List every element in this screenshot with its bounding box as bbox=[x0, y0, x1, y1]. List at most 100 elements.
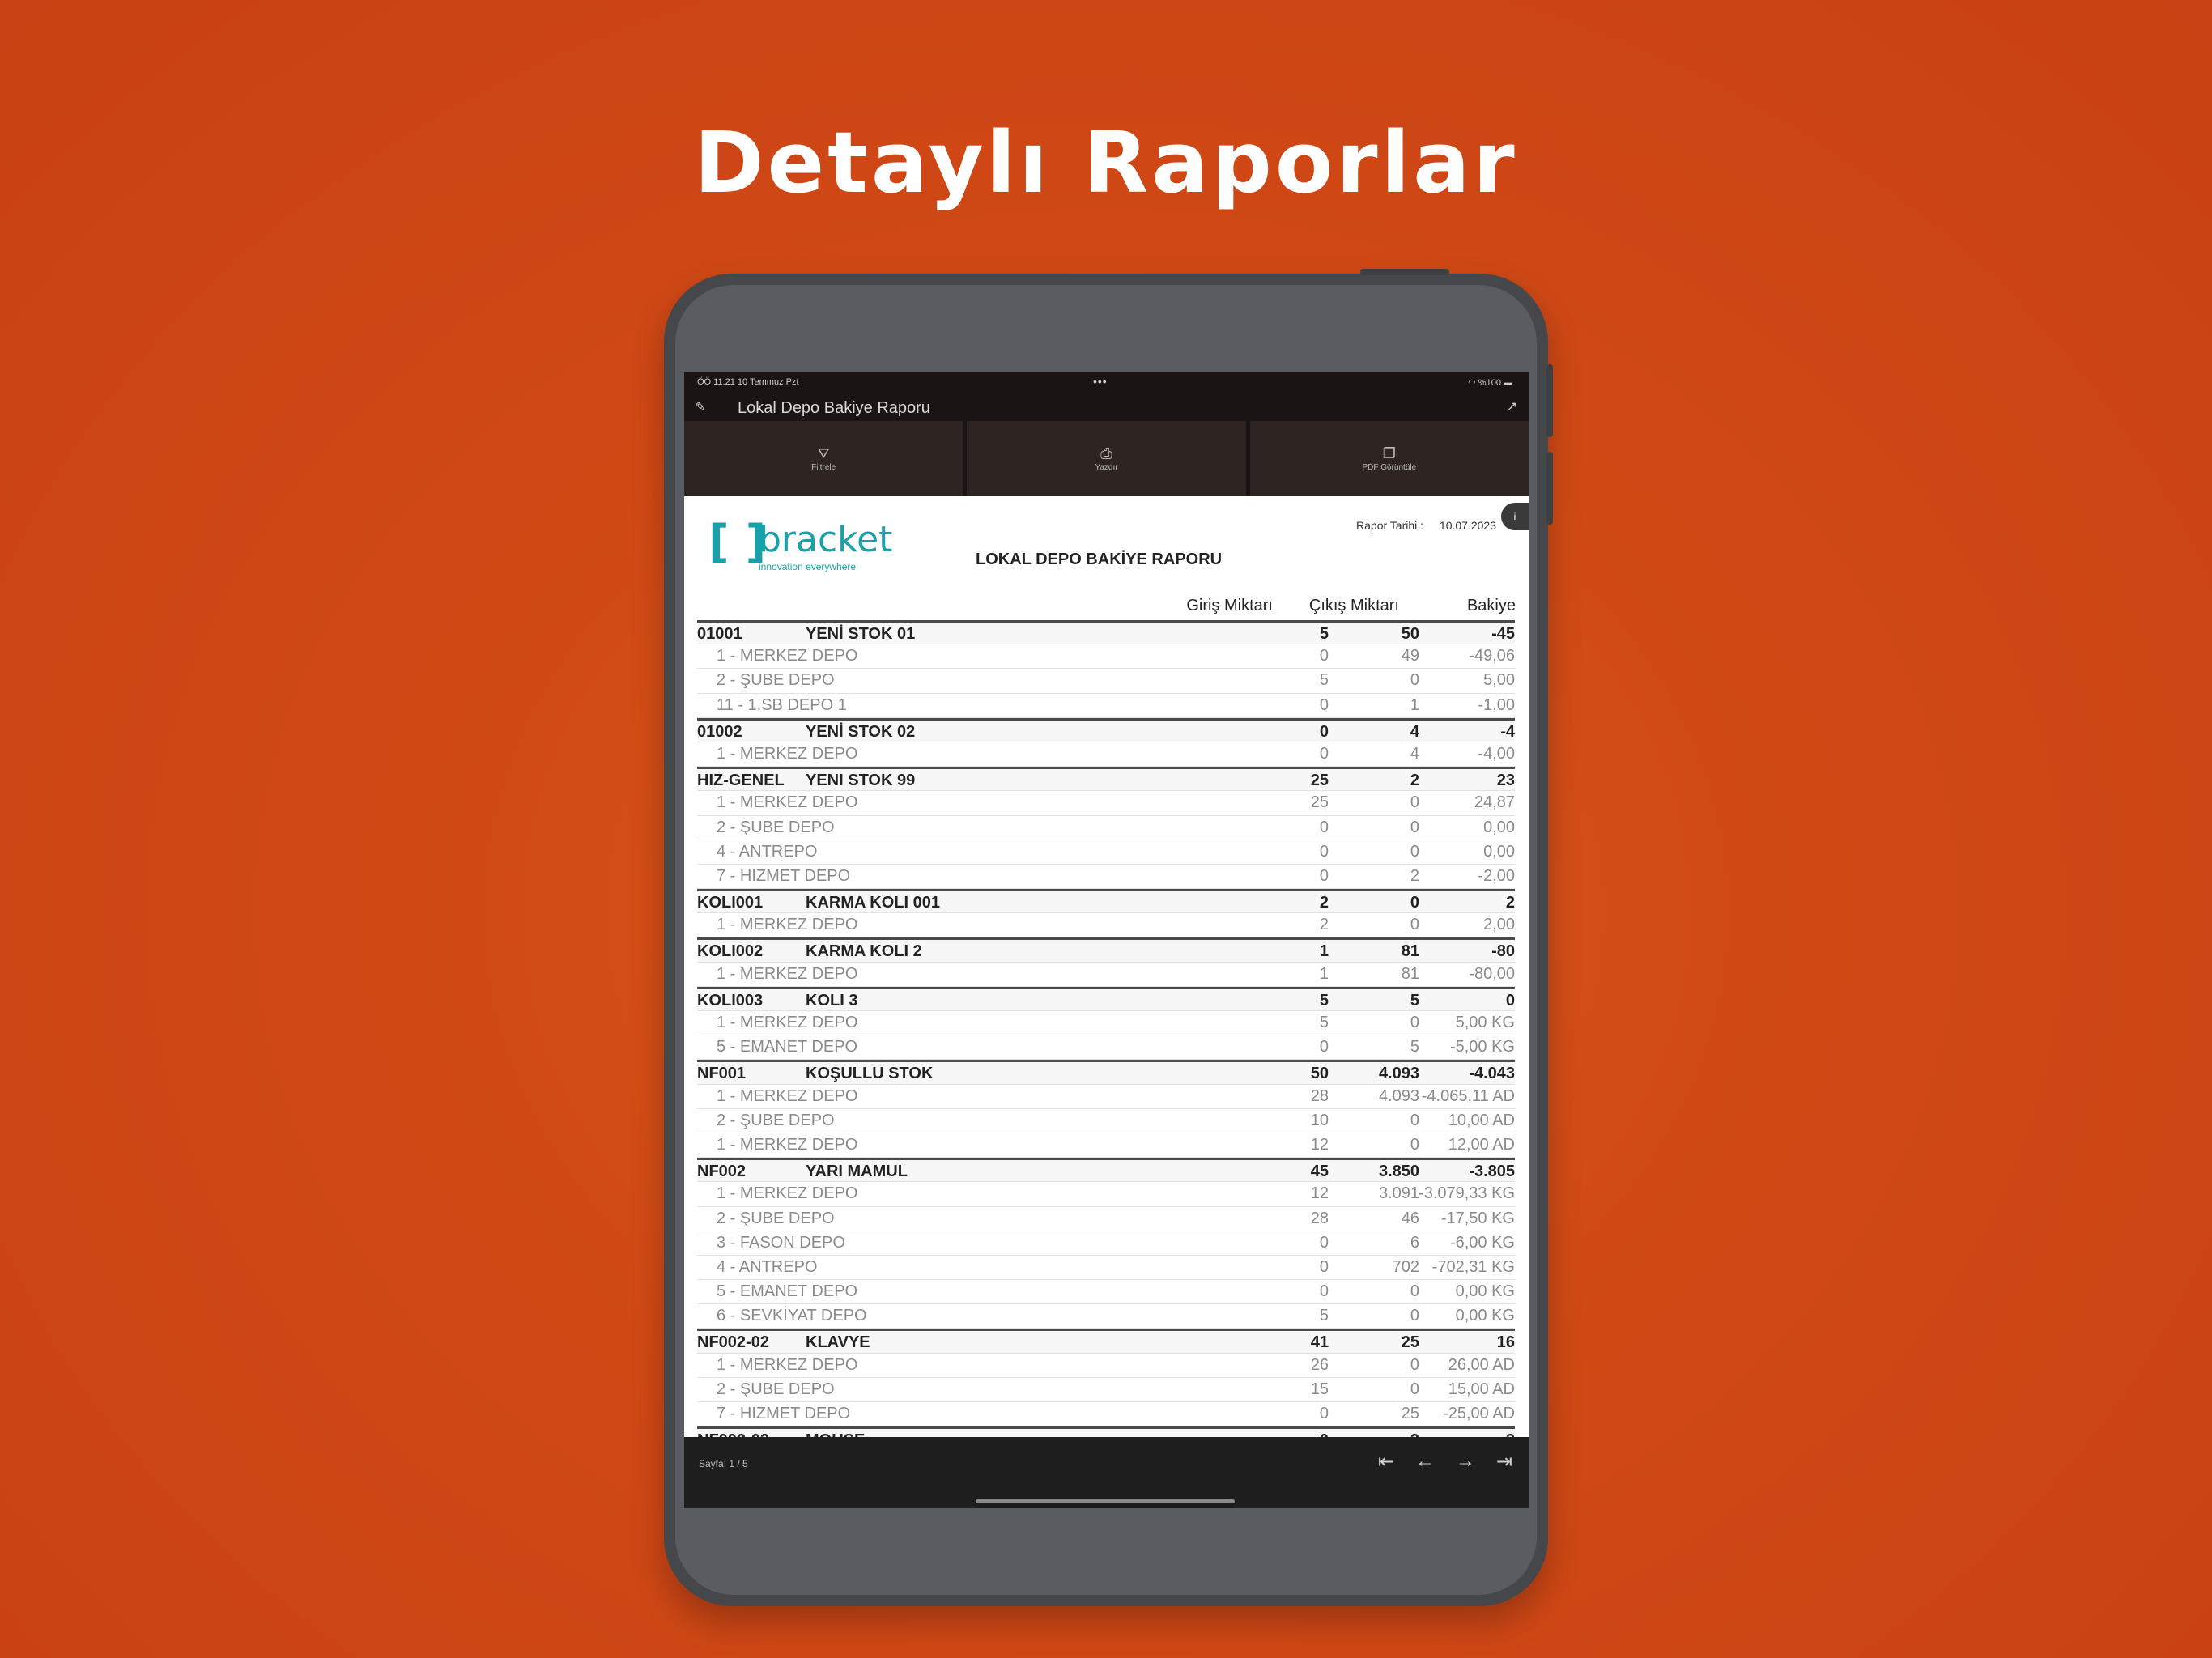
detail-row: 5 - EMANET DEPO 0 0 0,00 KG bbox=[697, 1280, 1515, 1305]
row-in: 28 bbox=[1310, 1086, 1329, 1105]
row-out: 0 bbox=[1410, 916, 1419, 934]
row-in: 12 bbox=[1310, 1184, 1329, 1203]
row-in: 0 bbox=[1319, 842, 1329, 861]
group-row: NF002-02 KLAVYE 41 25 16 bbox=[697, 1329, 1515, 1354]
detail-row: 1 - MERKEZ DEPO 25 0 24,87 bbox=[697, 791, 1515, 816]
row-name: YENİ STOK 02 bbox=[806, 722, 916, 741]
detail-row: 4 - ANTREPO 0 0 0,00 bbox=[697, 840, 1515, 865]
row-name: YENI STOK 99 bbox=[806, 772, 916, 790]
row-balance: -702,31 KG bbox=[1431, 1257, 1515, 1276]
info-badge-icon[interactable]: i bbox=[1501, 503, 1529, 530]
report-table: 01001 YENİ STOK 01 5 50 -45 1 - MERKEZ DEPO 0 4… bbox=[697, 620, 1515, 1437]
row-in: 41 bbox=[1310, 1333, 1329, 1352]
row-depo: 1 - MERKEZ DEPO bbox=[717, 1086, 858, 1105]
row-balance: 23 bbox=[1496, 772, 1515, 790]
row-depo: 2 - ŞUBE DEPO bbox=[717, 671, 835, 690]
row-in: 0 bbox=[1319, 818, 1329, 836]
group-row: 01001 YENİ STOK 01 5 50 -45 bbox=[697, 620, 1515, 645]
row-in: 0 bbox=[1319, 1233, 1329, 1252]
header-in: Giriş Miktarı bbox=[1186, 597, 1273, 614]
pager-bar: Sayfa: 1 / 5 ⇤ ← → ⇥ bbox=[684, 1437, 1529, 1508]
detail-row: 1 - MERKEZ DEPO 1 81 -80,00 bbox=[697, 963, 1515, 987]
edit-pencil-icon[interactable]: ✎ bbox=[696, 400, 705, 413]
row-balance: 5,00 KG bbox=[1455, 1014, 1515, 1031]
row-in: 0 bbox=[1319, 1257, 1329, 1276]
row-depo: 2 - ŞUBE DEPO bbox=[717, 1209, 835, 1227]
row-code: NF002 bbox=[697, 1163, 747, 1181]
row-out: 25 bbox=[1401, 1333, 1419, 1352]
first-page-icon[interactable]: ⇤ bbox=[1377, 1451, 1394, 1473]
row-depo: 1 - MERKEZ DEPO bbox=[717, 1355, 858, 1374]
group-row: KOLI003 KOLI 3 5 5 0 bbox=[697, 986, 1515, 1011]
next-page-icon[interactable]: → bbox=[1455, 1450, 1475, 1472]
row-name: KARMA KOLI 2 bbox=[806, 942, 922, 961]
status-right: ◠ %100 ▬ bbox=[1468, 377, 1512, 388]
detail-row: 7 - HIZMET DEPO 0 25 -25,00 AD bbox=[697, 1402, 1515, 1427]
nav-bar: ✎ Lokal Depo Bakiye Raporu ↗ bbox=[684, 392, 1529, 421]
row-out: 0 bbox=[1410, 1307, 1419, 1325]
row-balance: -2,00 bbox=[1478, 866, 1515, 885]
row-balance: -3.079,33 KG bbox=[1419, 1184, 1515, 1203]
prev-page-icon[interactable]: ← bbox=[1414, 1450, 1435, 1472]
row-out: 4.093 bbox=[1378, 1086, 1419, 1105]
row-name: YENİ STOK 01 bbox=[806, 625, 916, 643]
row-depo: 7 - HIZMET DEPO bbox=[717, 866, 851, 885]
row-balance: 12,00 AD bbox=[1448, 1135, 1515, 1154]
pdf-view-button[interactable]: ❐ PDF Görüntüle bbox=[1249, 421, 1529, 496]
row-in: 2 bbox=[1319, 916, 1329, 934]
row-balance: -6,00 KG bbox=[1449, 1233, 1515, 1252]
row-in: 2 bbox=[1319, 894, 1329, 912]
row-out: 0 bbox=[1410, 1380, 1419, 1398]
row-depo: 1 - MERKEZ DEPO bbox=[717, 1014, 858, 1031]
row-balance: 0,00 KG bbox=[1455, 1307, 1515, 1325]
report-date-label: Rapor Tarihi : bbox=[1356, 519, 1424, 532]
row-balance: -1,00 bbox=[1478, 695, 1515, 714]
row-out: 0 bbox=[1410, 793, 1419, 812]
row-balance: -3 bbox=[1500, 1431, 1515, 1437]
row-code: NF002-03 bbox=[697, 1431, 769, 1437]
row-out: 0 bbox=[1410, 1014, 1419, 1031]
detail-row: 1 - MERKEZ DEPO 26 0 26,00 AD bbox=[697, 1354, 1515, 1378]
row-code: KOLI003 bbox=[697, 991, 764, 1010]
filter-label: Filtrele bbox=[811, 463, 836, 472]
detail-row: 2 - ŞUBE DEPO 10 0 10,00 AD bbox=[697, 1109, 1515, 1133]
filter-button[interactable]: ⛛ Filtrele bbox=[684, 421, 963, 496]
row-balance: -3.805 bbox=[1469, 1163, 1515, 1181]
print-icon: ⎙ bbox=[1100, 445, 1112, 461]
row-name: MOUSE bbox=[806, 1431, 865, 1437]
pdf-icon: ❐ bbox=[1382, 445, 1396, 461]
row-code: NF002-02 bbox=[697, 1333, 769, 1352]
row-code: 01001 bbox=[697, 625, 742, 643]
row-code: HIZ-GENEL bbox=[697, 772, 785, 790]
row-in: 0 bbox=[1320, 1431, 1329, 1437]
row-in: 10 bbox=[1310, 1111, 1329, 1129]
print-button[interactable]: ⎙ Yazdır bbox=[967, 421, 1246, 496]
row-depo: 11 - 1.SB DEPO 1 bbox=[717, 695, 847, 714]
row-name: KLAVYE bbox=[806, 1333, 870, 1352]
row-depo: 2 - ŞUBE DEPO bbox=[717, 818, 835, 836]
home-indicator[interactable] bbox=[976, 1499, 1235, 1503]
row-in: 0 bbox=[1319, 695, 1329, 714]
row-in: 0 bbox=[1319, 744, 1329, 763]
row-depo: 5 - EMANET DEPO bbox=[717, 1282, 858, 1301]
row-depo: 1 - MERKEZ DEPO bbox=[717, 647, 858, 665]
row-depo: 1 - MERKEZ DEPO bbox=[717, 916, 858, 934]
row-balance: -17,50 KG bbox=[1440, 1209, 1515, 1227]
row-code: 01002 bbox=[697, 722, 742, 741]
row-balance: -49,06 bbox=[1469, 647, 1515, 665]
last-page-icon[interactable]: ⇥ bbox=[1495, 1451, 1512, 1473]
report-date: Rapor Tarihi : 10.07.2023 bbox=[1356, 519, 1496, 532]
top-button bbox=[1360, 269, 1449, 275]
row-depo: 6 - SEVKİYAT DEPO bbox=[717, 1307, 867, 1325]
multitask-dots-icon[interactable]: ••• bbox=[1093, 375, 1108, 388]
status-time: ÖÖ 11:21 10 Temmuz Pzt bbox=[697, 377, 799, 387]
row-balance: 10,00 AD bbox=[1448, 1111, 1515, 1129]
share-icon[interactable]: ↗ bbox=[1506, 400, 1517, 414]
row-in: 12 bbox=[1310, 1135, 1329, 1154]
row-balance: -4 bbox=[1500, 722, 1515, 741]
row-balance: -4.065,11 AD bbox=[1421, 1086, 1515, 1105]
bracket-logo: [] bracket innovation everywhere bbox=[708, 516, 892, 572]
row-out: 2 bbox=[1410, 772, 1419, 790]
row-in: 0 bbox=[1319, 647, 1329, 665]
row-balance: -4.043 bbox=[1469, 1065, 1515, 1083]
